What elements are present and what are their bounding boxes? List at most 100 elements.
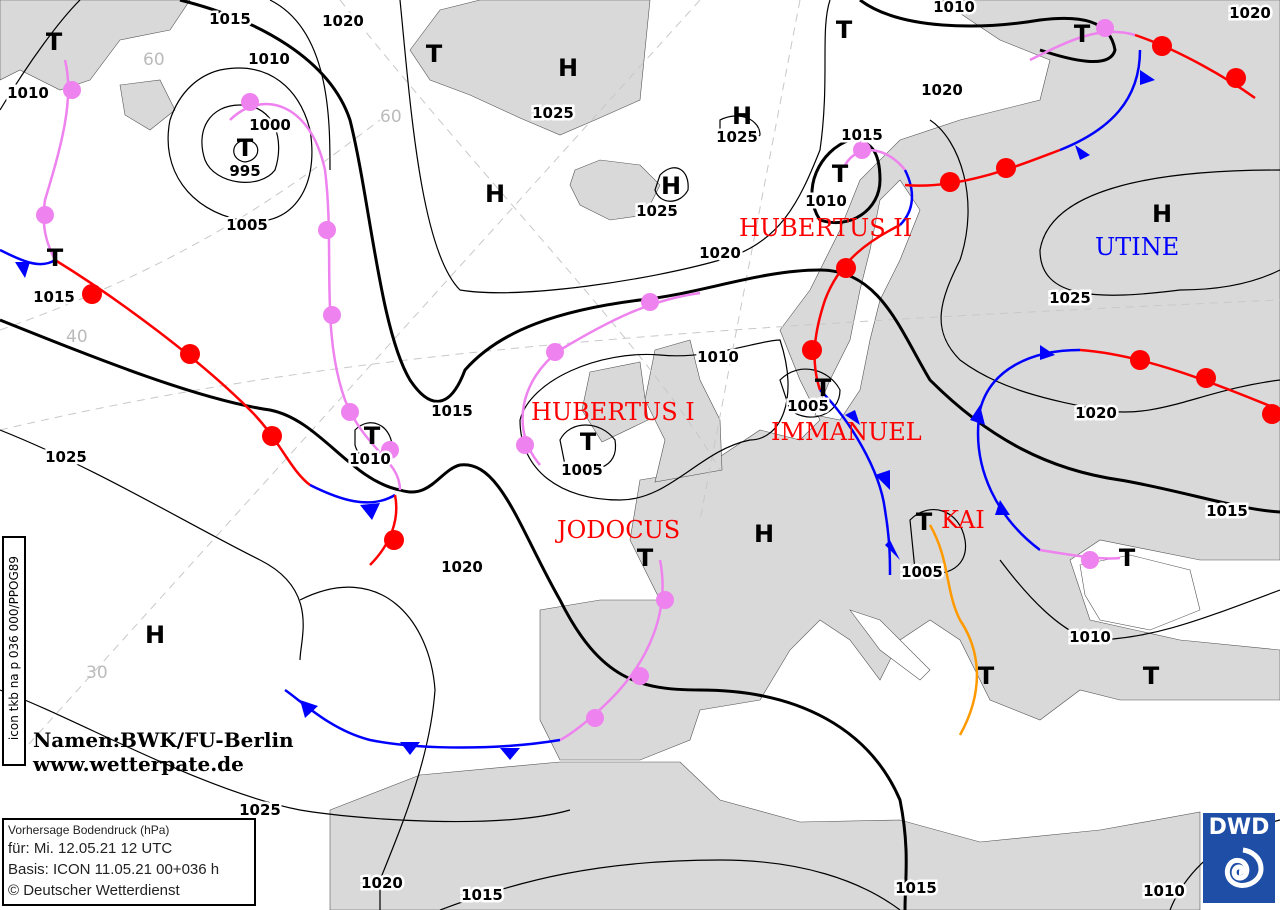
credit-website: www.wetterpate.de: [33, 752, 244, 776]
warm-front-north: [904, 148, 1061, 187]
low-center: T: [47, 244, 64, 272]
isobar-label: 1015: [895, 879, 937, 897]
land-ireland: [581, 361, 649, 443]
low-center: T: [836, 16, 853, 44]
warm-front-utine: [1079, 348, 1280, 412]
low-center: T: [832, 160, 849, 188]
isobar-label: 1025: [1049, 289, 1091, 307]
cold-front-north: [899, 169, 914, 226]
system-name-hubertus-1: HUBERTUS I: [531, 398, 695, 426]
high-center: H: [558, 54, 578, 82]
low-center: T: [237, 134, 254, 162]
low-center: T: [637, 544, 654, 572]
isobar-label: 1015: [461, 886, 503, 904]
system-names: HUBERTUS I HUBERTUS II IMMANUEL JODOCUS …: [531, 214, 1179, 544]
low-center: T: [580, 428, 597, 456]
isobar-label: 1020: [921, 81, 963, 99]
isobar-label: 1020: [322, 12, 364, 30]
isobar-label: 1020: [1229, 4, 1271, 22]
cold-front-jodocus: [284, 688, 561, 749]
occlusion-north-east: [1029, 30, 1136, 62]
map-title: Vorhersage Bodendruck (hPa): [8, 823, 170, 837]
graticule: [0, 0, 1280, 766]
low-center: T: [815, 374, 832, 402]
model-tag-text: icon tkb na p 036 000/PPOG89: [7, 555, 21, 741]
dwd-logo-text: DWD: [1208, 815, 1270, 840]
isobar-label: 1025: [716, 128, 758, 146]
copyright: © Deutscher Wetterdienst: [8, 882, 180, 899]
low-center: T: [426, 40, 443, 68]
low-center: T: [1143, 662, 1160, 690]
system-name-kai: KAI: [941, 506, 985, 534]
credit: Namen:BWK/FU-Berlin www.wetterpate.de: [33, 728, 294, 776]
land-greenland: [409, 0, 651, 136]
high-center: H: [145, 621, 165, 649]
isobar-label: 1025: [239, 801, 281, 819]
isobar-label: 1010: [697, 348, 739, 366]
high-center: H: [732, 102, 752, 130]
warm-front-symbols: [82, 36, 1280, 550]
info-box: Vorhersage Bodendruck (hPa) für: Mi. 12.…: [2, 818, 256, 906]
isobar-label: 1010: [1143, 882, 1185, 900]
land-iceland: [569, 159, 661, 221]
fronts: [0, 19, 1280, 760]
occlusion-central-atlantic: [229, 103, 402, 491]
lat-label: 40: [66, 327, 88, 347]
warm-front-north-east: [1134, 33, 1256, 100]
isobar-label: 1020: [699, 244, 741, 262]
isobar-label: 1010: [805, 192, 847, 210]
credit-names: Namen:BWK/FU-Berlin: [33, 728, 294, 752]
isobar-label: 1025: [636, 202, 678, 220]
isobar-label: 1010: [349, 450, 391, 468]
system-name-jodocus: JODOCUS: [554, 516, 680, 544]
isobar-label: 1020: [1075, 404, 1117, 422]
model-tag: icon tkb na p 036 000/PPOG89: [2, 536, 26, 766]
trough-kai: [928, 524, 979, 736]
isobar-label: 1010: [248, 50, 290, 68]
cold-front-symbols: [15, 70, 1155, 760]
land-baffin-island: [119, 79, 176, 131]
isobar-label: 1015: [841, 126, 883, 144]
isobar-label: 1015: [1206, 502, 1248, 520]
land-canada: [0, 0, 191, 91]
isobar-label: 1010: [933, 0, 975, 16]
cold-front-immanuel: [819, 389, 892, 576]
isobar-label: 1015: [33, 288, 75, 306]
warm-front-atlantic: [54, 258, 311, 486]
low-center: T: [1119, 544, 1136, 572]
isobar-label: 1020: [441, 558, 483, 576]
isobar-label: 1010: [1069, 628, 1111, 646]
lat-label: 60: [380, 107, 402, 127]
pressure-centers: T T T H H H H T T T T T H T T T H T T H …: [46, 16, 1172, 690]
dwd-logo: DWD: [1203, 813, 1275, 903]
low-center: T: [364, 422, 381, 450]
adriatic-sea: [849, 609, 931, 681]
spiral-icon: [1224, 847, 1264, 888]
high-center: H: [754, 520, 774, 548]
warm-front-hubertus-2: [813, 223, 901, 391]
land-africa: [329, 761, 1201, 910]
baltic-sea: [814, 179, 921, 421]
high-center: H: [661, 172, 681, 200]
low-center: T: [916, 508, 933, 536]
low-center: T: [1074, 20, 1091, 48]
low-center: T: [978, 662, 995, 690]
land-europe: [539, 0, 1280, 761]
isobar-label: 1015: [209, 10, 251, 28]
system-name-immanuel: IMMANUEL: [771, 418, 922, 446]
cold-front-atlantic: [309, 483, 396, 504]
isobar-label: 1005: [561, 461, 603, 479]
black-sea: [1079, 554, 1201, 631]
isobar-labels: 1000 995 1005 1015 1010 1010 1015 1020 1…: [5, 0, 1274, 907]
lat-label: 60: [143, 50, 165, 70]
occlusion-hubertus-2: [843, 148, 906, 171]
system-name-utine: UTINE: [1095, 233, 1179, 261]
isobar-label: 1005: [226, 216, 268, 234]
system-name-hubertus-2: HUBERTUS II: [739, 214, 912, 242]
occlusion-symbols: [36, 19, 1114, 727]
isobar-label: 995: [229, 162, 260, 180]
